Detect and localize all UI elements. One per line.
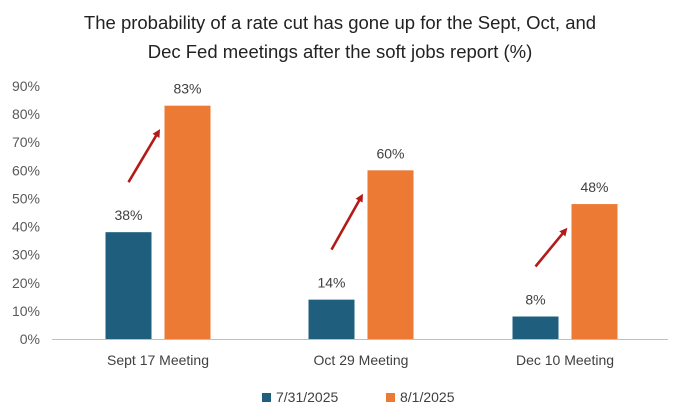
trend-arrows [127,129,568,268]
y-tick-label: 40% [12,219,40,235]
legend: 7/31/2025 8/1/2025 [262,389,455,405]
bar [164,105,211,339]
trend-arrow [127,129,161,183]
y-tick-label: 90% [12,78,40,94]
x-tick-label: Dec 10 Meeting [516,352,614,368]
bars: 38% 14% 8% 83% 60% 48% [105,81,618,339]
x-tick-label: Sept 17 Meeting [107,352,209,368]
trend-arrow [330,193,363,251]
data-label: 8% [525,292,545,308]
data-label: 14% [317,275,345,291]
y-tick-label: 0% [20,331,40,347]
legend-label: 7/31/2025 [276,389,338,405]
y-tick-label: 20% [12,275,40,291]
bar [308,299,355,339]
bar [512,316,559,339]
y-tick-label: 30% [12,247,40,263]
y-tick-label: 70% [12,134,40,150]
trend-arrow [534,227,568,268]
legend-label: 8/1/2025 [400,389,455,405]
y-tick-label: 80% [12,106,40,122]
y-tick-label: 50% [12,190,40,206]
legend-swatch [386,393,395,402]
x-tick-label: Oct 29 Meeting [314,352,409,368]
data-label: 83% [173,81,201,97]
legend-swatch [262,393,271,402]
bar [571,204,618,339]
data-label: 60% [376,145,404,161]
chart-title-line-1: The probability of a rate cut has gone u… [84,12,596,33]
data-label: 48% [580,179,608,195]
y-axis: 0% 10% 20% 30% 40% 50% 60% 70% 80% 90% [12,78,40,347]
data-label: 38% [114,207,142,223]
x-axis: Sept 17 Meeting Oct 29 Meeting Dec 10 Meet… [52,339,668,368]
bar [367,170,414,339]
bar [105,232,152,339]
y-tick-label: 60% [12,162,40,178]
chart-title-line-2: Dec Fed meetings after the soft jobs rep… [148,41,533,62]
y-tick-label: 10% [12,303,40,319]
